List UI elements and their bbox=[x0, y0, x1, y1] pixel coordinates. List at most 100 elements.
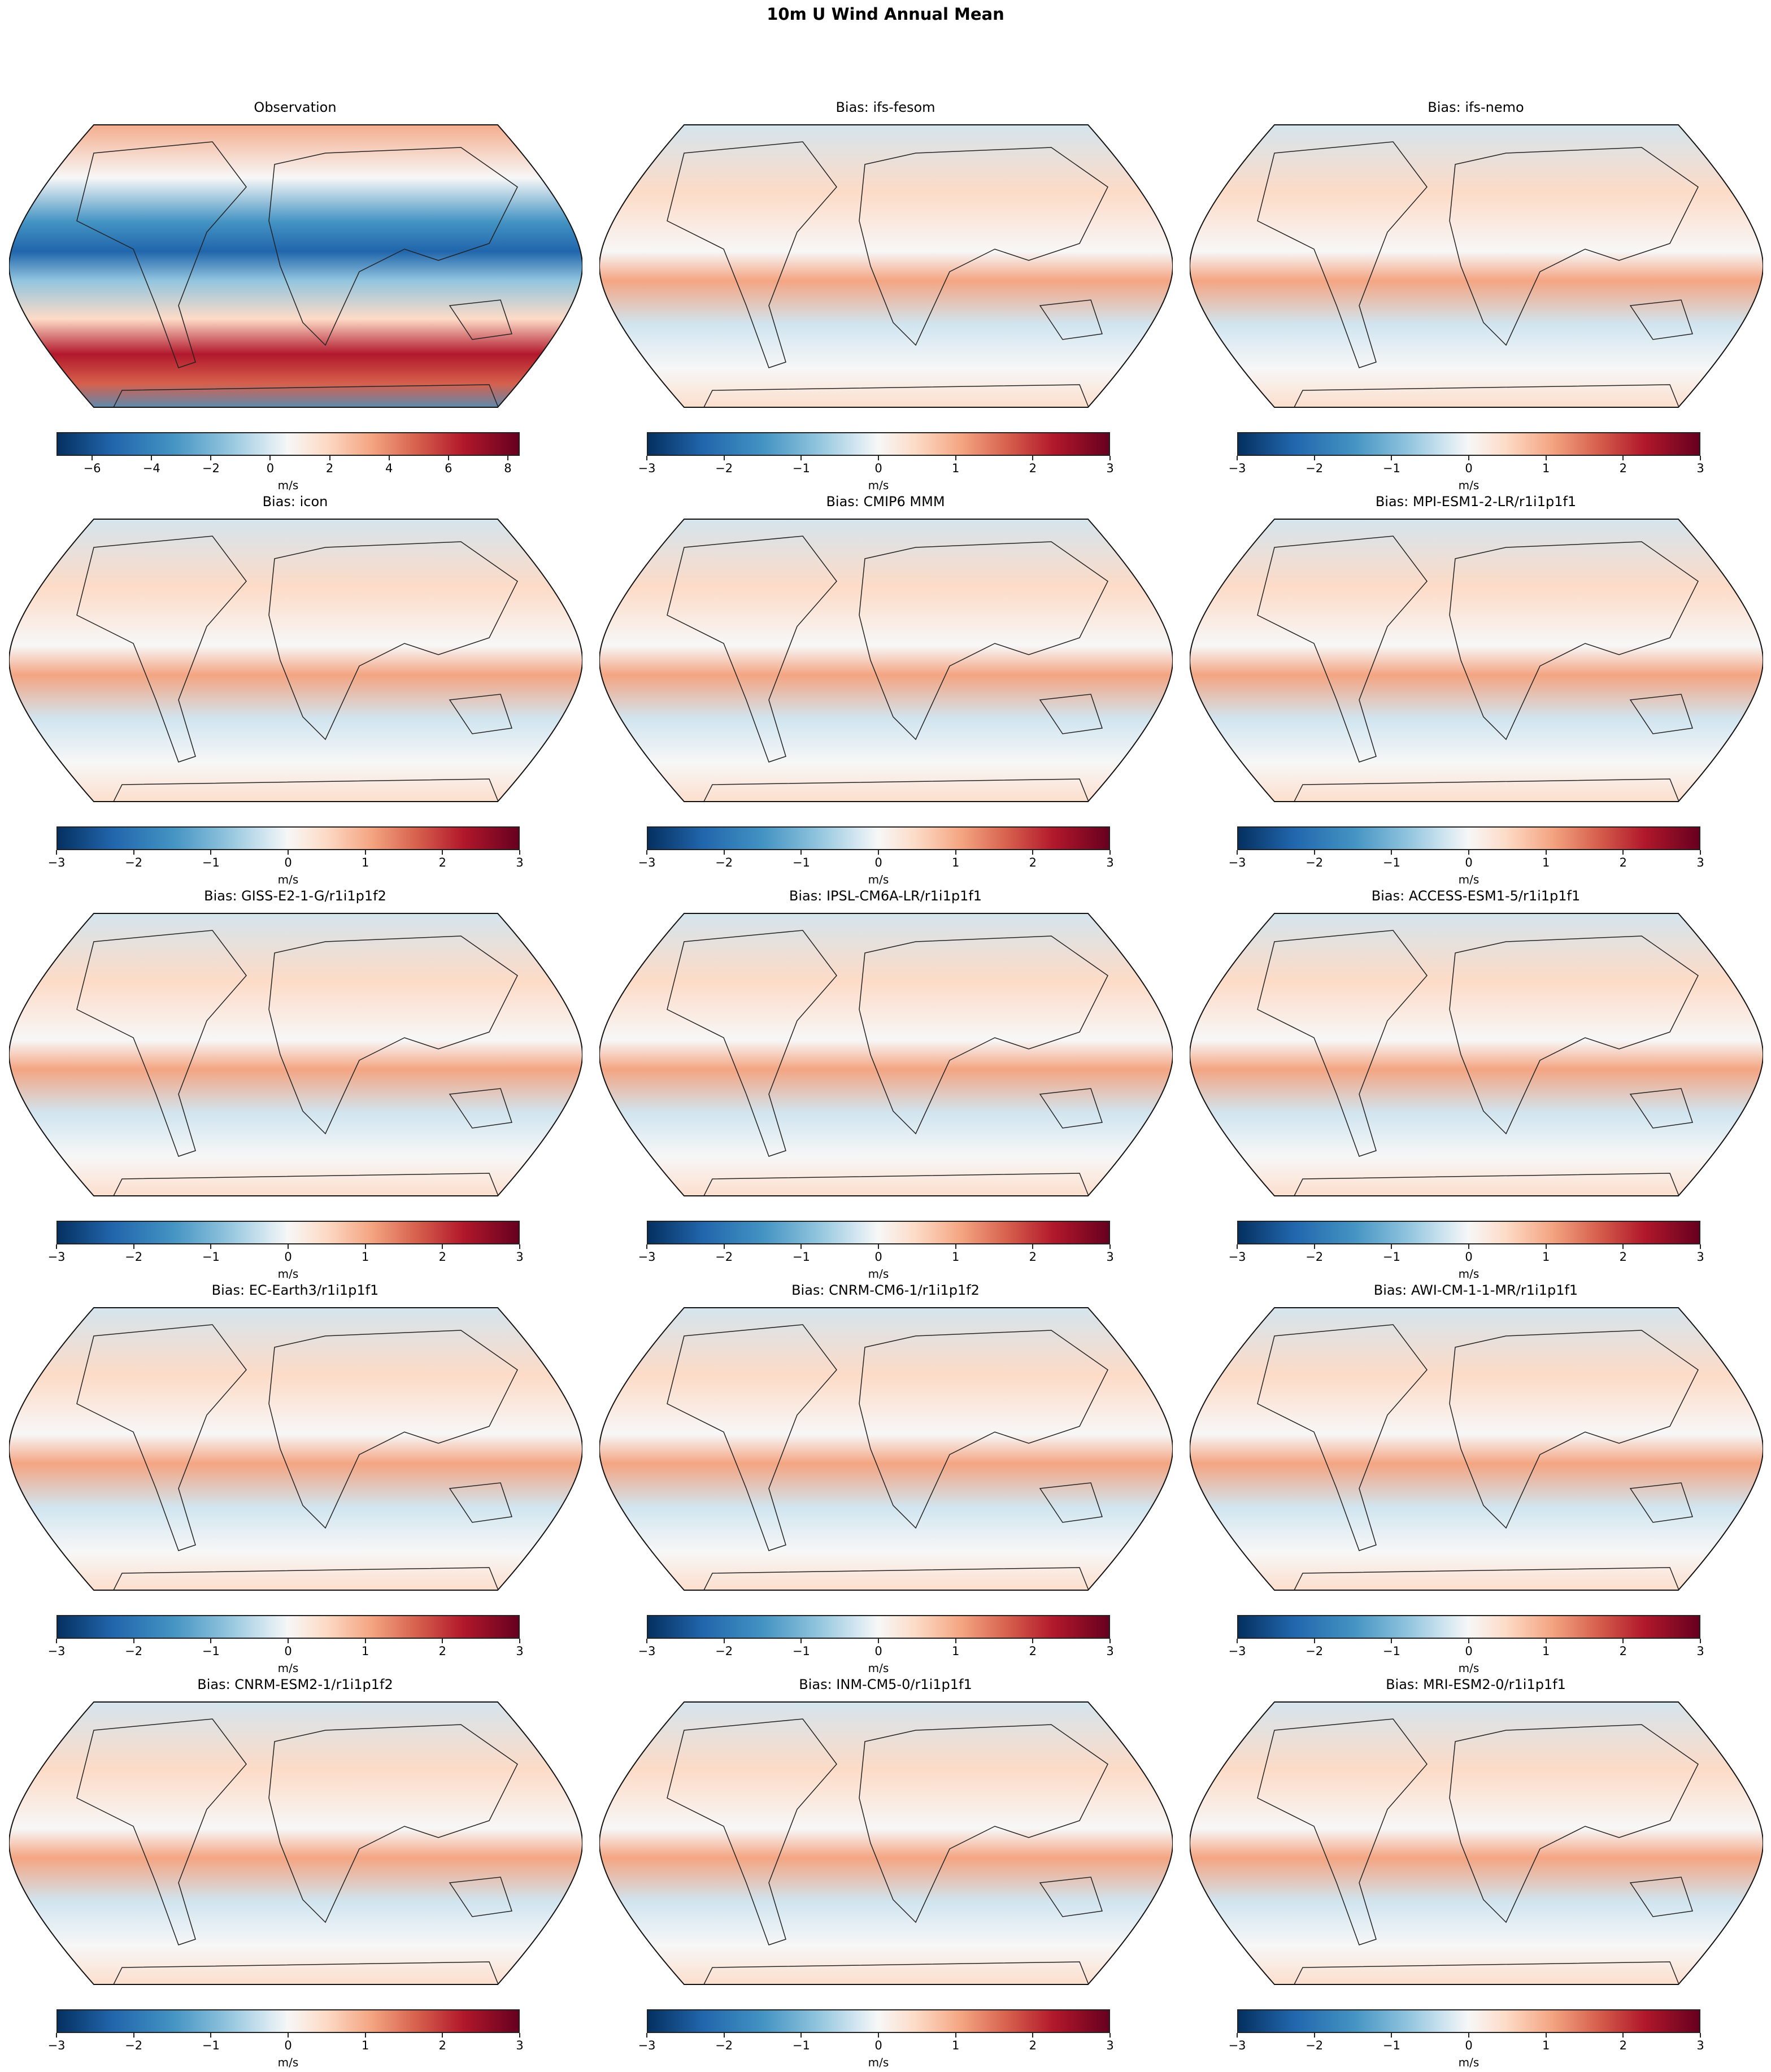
colorbar bbox=[647, 1221, 1110, 1244]
tick-label: 3 bbox=[1696, 462, 1704, 475]
colorbar-tick: 2 bbox=[1016, 1639, 1050, 1658]
tick-label: 1 bbox=[1542, 2039, 1550, 2052]
colorbar-tick: −3 bbox=[40, 1244, 73, 1264]
colorbar-tick: −2 bbox=[1298, 850, 1331, 869]
colorbar-tick: 1 bbox=[1529, 456, 1563, 475]
map-panel: Bias: AWI-CM-1-1-MR/r1i1p1f1 −3 −2 −1 0 1 2 3 m/… bbox=[1181, 1282, 1771, 1677]
colorbar bbox=[56, 432, 520, 456]
panel-title: Bias: MRI-ESM2-0/r1i1p1f1 bbox=[1386, 1677, 1566, 1692]
colorbar-tick: −4 bbox=[134, 456, 168, 475]
colorbar-tick: 0 bbox=[861, 2033, 895, 2052]
colorbar-tick: −2 bbox=[707, 2033, 741, 2052]
tick-label: 1 bbox=[1542, 1250, 1550, 1264]
colorbar-tick: 0 bbox=[1452, 1244, 1486, 1264]
tick-label: 2 bbox=[1619, 462, 1628, 475]
tick-label: −1 bbox=[202, 1250, 220, 1264]
tick-label: 4 bbox=[385, 462, 393, 475]
colorbar-ticks: −3 −2 −1 0 1 2 3 bbox=[1229, 2033, 1704, 2056]
colorbar bbox=[647, 1615, 1110, 1639]
tick-label: 2 bbox=[438, 856, 447, 869]
tick-label: 2 bbox=[1619, 2039, 1628, 2052]
map-panel: Bias: EC-Earth3/r1i1p1f1 −3 −2 −1 0 1 2 3 m/s bbox=[0, 1282, 590, 1677]
robinson-map bbox=[1190, 119, 1763, 413]
colorbar-tick: −1 bbox=[194, 850, 228, 869]
colorbar-tick: −2 bbox=[117, 850, 151, 869]
tick-label: 1 bbox=[1542, 856, 1550, 869]
colorbar-tick: 3 bbox=[1093, 1639, 1127, 1658]
colorbar-ticks: −3 −2 −1 0 1 2 3 bbox=[1229, 850, 1704, 873]
tick-label: 3 bbox=[1696, 2039, 1704, 2052]
tick-label: 0 bbox=[266, 462, 275, 475]
tick-label: 1 bbox=[951, 462, 960, 475]
map-panel: Bias: MRI-ESM2-0/r1i1p1f1 −3 −2 −1 0 1 2 3 m/s bbox=[1181, 1676, 1771, 2071]
colorbar-tick: −2 bbox=[707, 456, 741, 475]
tick-label: 0 bbox=[284, 1644, 292, 1658]
colorbar-tick: 1 bbox=[939, 456, 973, 475]
tick-label: 1 bbox=[951, 1644, 960, 1658]
tick-label: −1 bbox=[792, 1644, 810, 1658]
tick-label: 2 bbox=[1029, 1644, 1037, 1658]
colorbar bbox=[1237, 1615, 1700, 1639]
colorbar-label: m/s bbox=[277, 1661, 299, 1675]
tick-label: 0 bbox=[1465, 1250, 1473, 1264]
tick-label: −3 bbox=[47, 2039, 66, 2052]
tick-label: −1 bbox=[202, 1644, 220, 1658]
robinson-map bbox=[1190, 908, 1763, 1202]
colorbar-tick: 3 bbox=[1683, 850, 1717, 869]
tick-label: 3 bbox=[516, 856, 524, 869]
tick-label: 3 bbox=[516, 1250, 524, 1264]
colorbar-ticks: −3 −2 −1 0 1 2 3 bbox=[1229, 1244, 1704, 1267]
colorbar-tick: −3 bbox=[1220, 1639, 1254, 1658]
colorbar-tick: −3 bbox=[1220, 456, 1254, 475]
robinson-map bbox=[9, 513, 582, 807]
colorbar-tick: 0 bbox=[271, 850, 305, 869]
map-panel: Bias: IPSL-CM6A-LR/r1i1p1f1 −3 −2 −1 0 1 2 3 m/s bbox=[590, 887, 1181, 1283]
tick-label: −1 bbox=[202, 856, 220, 869]
colorbar-tick: −1 bbox=[194, 1639, 228, 1658]
colorbar-ticks: −3 −2 −1 0 1 2 3 bbox=[638, 456, 1114, 478]
map-panel: Bias: CNRM-ESM2-1/r1i1p1f2 −3 −2 −1 0 1 2 3 m/s bbox=[0, 1676, 590, 2071]
colorbar-tick: 0 bbox=[1452, 1639, 1486, 1658]
colorbar-label: m/s bbox=[1458, 2056, 1480, 2069]
colorbar-tick: −1 bbox=[1374, 850, 1408, 869]
tick-label: −6 bbox=[83, 462, 101, 475]
colorbar-tick: −2 bbox=[707, 1639, 741, 1658]
tick-label: −2 bbox=[202, 462, 220, 475]
tick-label: 1 bbox=[361, 1644, 369, 1658]
robinson-map bbox=[9, 1302, 582, 1596]
tick-label: 1 bbox=[361, 856, 369, 869]
tick-label: −3 bbox=[1228, 1644, 1246, 1658]
tick-label: 2 bbox=[1619, 1644, 1628, 1658]
colorbar-tick: 3 bbox=[503, 850, 537, 869]
colorbar-tick: −3 bbox=[630, 456, 664, 475]
tick-label: −2 bbox=[715, 462, 733, 475]
panel-title: Bias: INM-CM5-0/r1i1p1f1 bbox=[799, 1677, 972, 1692]
colorbar bbox=[56, 1221, 520, 1244]
colorbar-tick: 1 bbox=[349, 2033, 382, 2052]
panel-title: Bias: ifs-nemo bbox=[1428, 99, 1524, 115]
panel-title: Bias: ifs-fesom bbox=[836, 99, 935, 115]
colorbar-label: m/s bbox=[1458, 478, 1480, 492]
colorbar-tick: 2 bbox=[313, 456, 347, 475]
tick-label: −2 bbox=[125, 856, 143, 869]
tick-label: −1 bbox=[1382, 856, 1400, 869]
tick-label: 0 bbox=[1465, 856, 1473, 869]
colorbar-tick: −2 bbox=[1298, 2033, 1331, 2052]
tick-label: 0 bbox=[874, 462, 882, 475]
panel-title: Bias: icon bbox=[262, 494, 328, 510]
colorbar-tick: 2 bbox=[425, 2033, 459, 2052]
tick-label: 2 bbox=[438, 1250, 447, 1264]
tick-label: −4 bbox=[142, 462, 160, 475]
colorbar-tick: −2 bbox=[1298, 456, 1331, 475]
robinson-map bbox=[599, 908, 1173, 1202]
colorbar-tick: 0 bbox=[271, 1639, 305, 1658]
colorbar-tick: 4 bbox=[372, 456, 406, 475]
tick-label: 2 bbox=[438, 1644, 447, 1658]
colorbar-tick: 1 bbox=[349, 1244, 382, 1264]
tick-label: −1 bbox=[792, 2039, 810, 2052]
colorbar-ticks: −3 −2 −1 0 1 2 3 bbox=[638, 2033, 1114, 2056]
colorbar-tick: 3 bbox=[503, 2033, 537, 2052]
colorbar-label: m/s bbox=[1458, 1267, 1480, 1281]
colorbar-tick: 3 bbox=[503, 1244, 537, 1264]
panel-title: Bias: ACCESS-ESM1-5/r1i1p1f1 bbox=[1371, 888, 1581, 904]
